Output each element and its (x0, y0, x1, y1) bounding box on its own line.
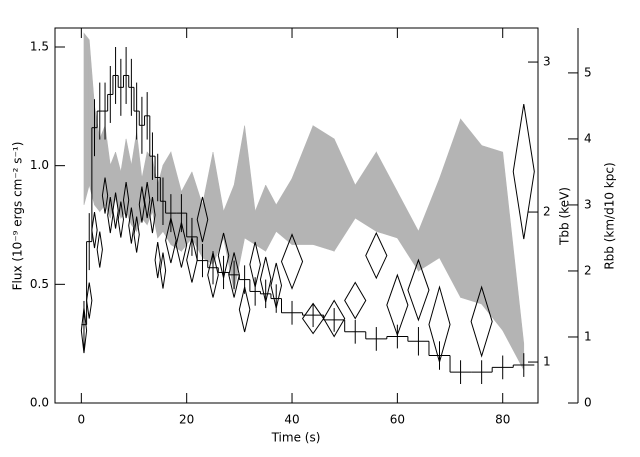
diamond (80, 307, 88, 354)
diamond (238, 286, 251, 333)
band-segment (397, 191, 419, 272)
x-tick-label: 20 (179, 413, 194, 427)
diamond (96, 231, 103, 268)
y-axis-label: Flux (10⁻⁹ ergs cm⁻² s⁻¹) (11, 142, 25, 291)
band-segment (83, 32, 90, 206)
diamond (386, 273, 409, 337)
diamond (470, 285, 493, 358)
y-tick-label: 0.0 (30, 396, 49, 410)
diamond (249, 241, 261, 288)
diamond (144, 181, 151, 219)
diamond (428, 285, 451, 364)
diamond (138, 186, 146, 223)
diamond (217, 232, 230, 279)
band-segment (162, 151, 172, 246)
diamond (196, 196, 209, 243)
y3-tick-label: 2 (584, 263, 592, 277)
diamond (133, 216, 140, 253)
plot-frame (54, 27, 539, 404)
diamond (159, 252, 167, 289)
diamond (207, 252, 219, 298)
band-segment (254, 185, 266, 252)
band-segment (244, 125, 256, 246)
band-segment (439, 119, 461, 298)
band-segment (502, 152, 525, 371)
band-segment (233, 125, 245, 291)
band-segment (333, 138, 356, 253)
y3-tick-label: 3 (584, 197, 592, 211)
diamond (323, 299, 346, 338)
band-segment (181, 171, 193, 253)
diamond (407, 258, 430, 322)
band-segment (170, 152, 182, 252)
band-segment (131, 132, 137, 233)
band-segment (291, 125, 314, 245)
y2-tick-label: 2 (543, 205, 551, 219)
y3-tick-label: 4 (584, 131, 592, 145)
y-tick-label: 0.5 (30, 277, 49, 291)
diamond (101, 177, 109, 214)
diamond (107, 196, 114, 234)
diamond (259, 256, 272, 303)
diamond (91, 211, 98, 249)
x-tick-label: 40 (284, 413, 299, 427)
diamond (280, 233, 304, 290)
diamond (112, 192, 119, 229)
y3-tick-label: 5 (584, 65, 592, 79)
diamond (228, 252, 240, 298)
y2-axis-label: Tbb (keV) (558, 187, 572, 246)
diamond (149, 196, 156, 234)
band-segment (481, 145, 504, 332)
y-tick-label: 1.0 (30, 158, 49, 172)
x-tick-label: 80 (495, 413, 510, 427)
band-segment (202, 152, 214, 265)
diamond (122, 181, 130, 219)
y2-tick-label: 1 (543, 355, 551, 369)
band-segment (265, 184, 277, 252)
diamond (270, 262, 283, 309)
y-tick-label: 1.5 (30, 39, 49, 53)
y3-tick-label: 1 (584, 329, 592, 343)
band-segment (275, 177, 293, 246)
x-tick-label: 0 (78, 413, 86, 427)
diamond (365, 231, 388, 280)
diamond (175, 222, 188, 268)
diamond (344, 281, 367, 320)
band-segment (212, 152, 224, 265)
y3-axis-label: Rbb (km/d10 kpc) (603, 162, 617, 269)
diamond (86, 282, 93, 319)
diamond (165, 217, 177, 264)
diamond (154, 241, 161, 279)
diamond (186, 237, 198, 283)
diamond (117, 201, 124, 238)
y3-tick-label: 0 (584, 396, 592, 410)
diamond (128, 207, 135, 244)
band-segment (460, 118, 482, 305)
x-axis-label: Time (s) (271, 431, 321, 445)
x-tick-label: 60 (390, 413, 405, 427)
band-segment (354, 151, 377, 232)
band-segment (312, 125, 335, 252)
y2-tick-label: 3 (543, 55, 551, 69)
band-segment (418, 178, 440, 272)
band-segment (375, 151, 398, 239)
diamond (512, 103, 535, 240)
